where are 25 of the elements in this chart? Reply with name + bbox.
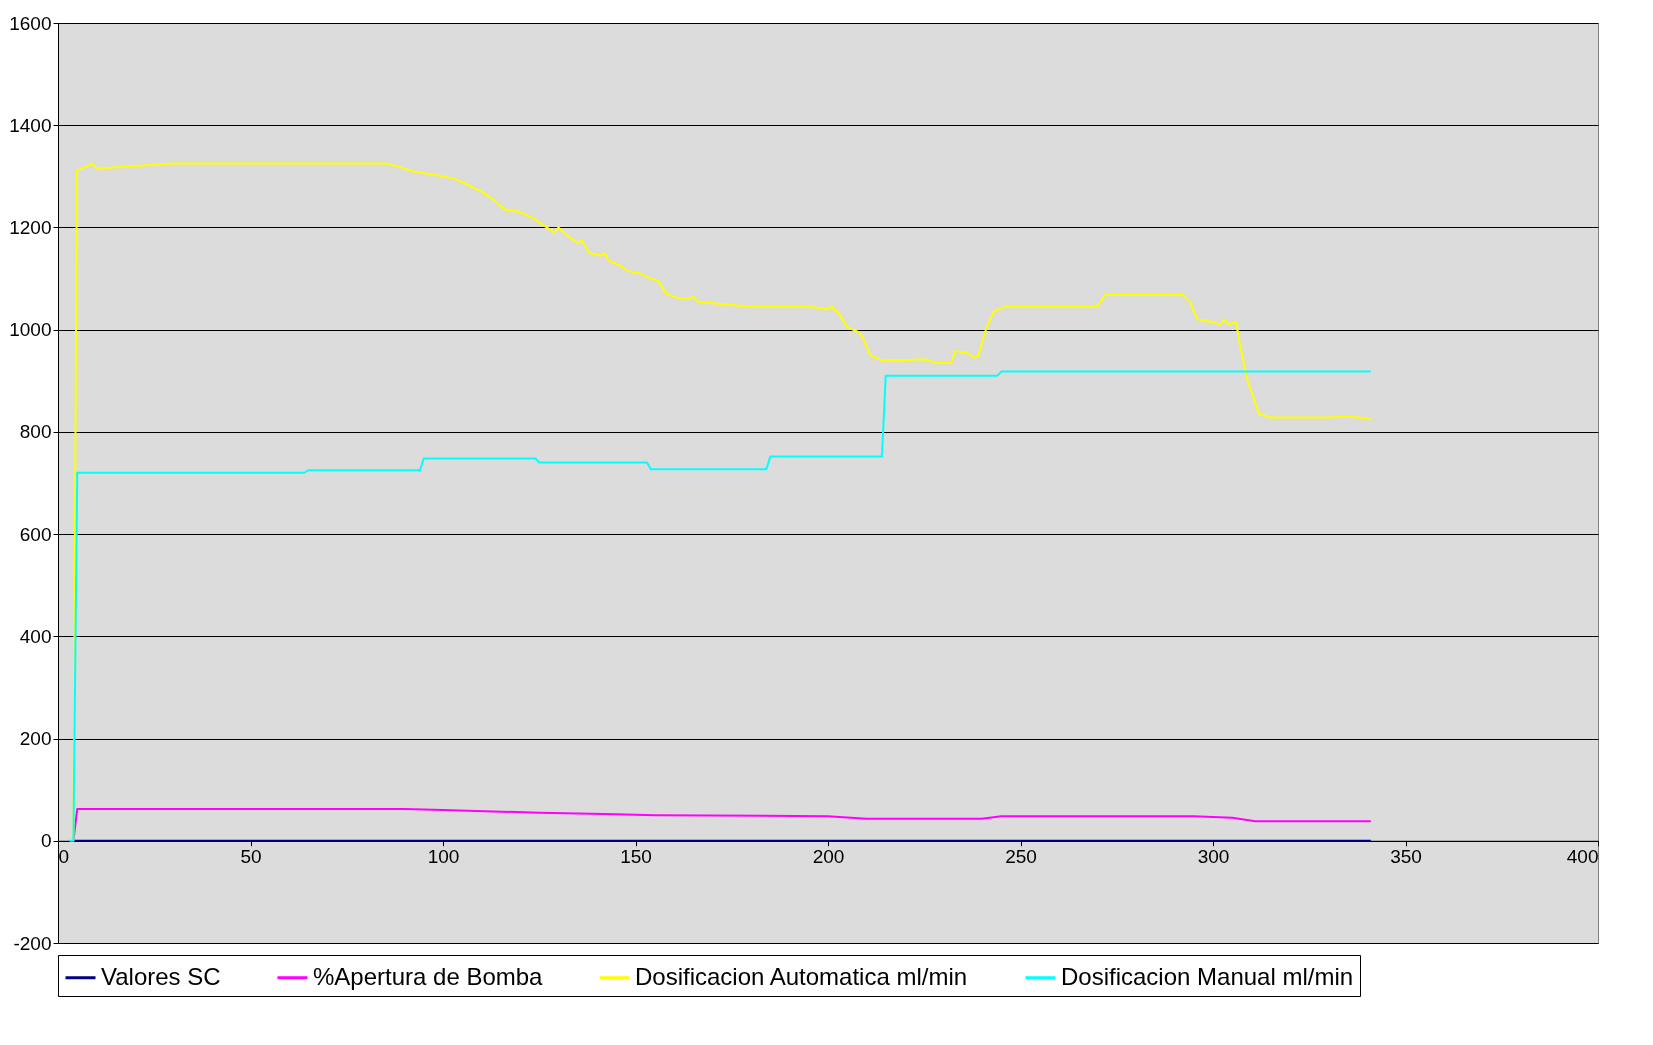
legend-label: Dosificacion Automatica ml/min [635, 962, 968, 990]
y-tick-label: 1000 [9, 319, 52, 341]
line-series [68, 370, 1372, 842]
x-tick-label: 250 [1005, 846, 1037, 868]
x-tick-label: 350 [1390, 846, 1422, 868]
y-tick-label: 400 [19, 625, 52, 647]
y-tick-label: 1200 [9, 216, 52, 238]
x-tick-label: 400 [1566, 846, 1599, 868]
y-tick-label: 800 [19, 421, 52, 443]
y-tick-label: 200 [19, 728, 52, 750]
x-tick-label: 100 [427, 846, 460, 868]
y-tick-label: -200 [13, 932, 52, 954]
legend-label: Dosificacion Manual ml/min [1061, 962, 1354, 990]
x-tick-label: 200 [812, 846, 845, 868]
y-tick-label: 1600 [9, 12, 52, 34]
line-series [72, 808, 1372, 842]
x-tick-label: 50 [240, 846, 262, 868]
y-tick-label: 600 [19, 523, 52, 545]
legend-label: Valores SC [101, 962, 221, 990]
x-tick-label: 150 [620, 846, 652, 868]
y-tick-label: 1400 [9, 114, 52, 136]
x-tick-label: 0 [58, 846, 70, 868]
legend-label: %Apertura de Bomba [313, 962, 544, 990]
x-tick-label: 300 [1197, 846, 1230, 868]
y-tick-label: 0 [40, 830, 52, 852]
